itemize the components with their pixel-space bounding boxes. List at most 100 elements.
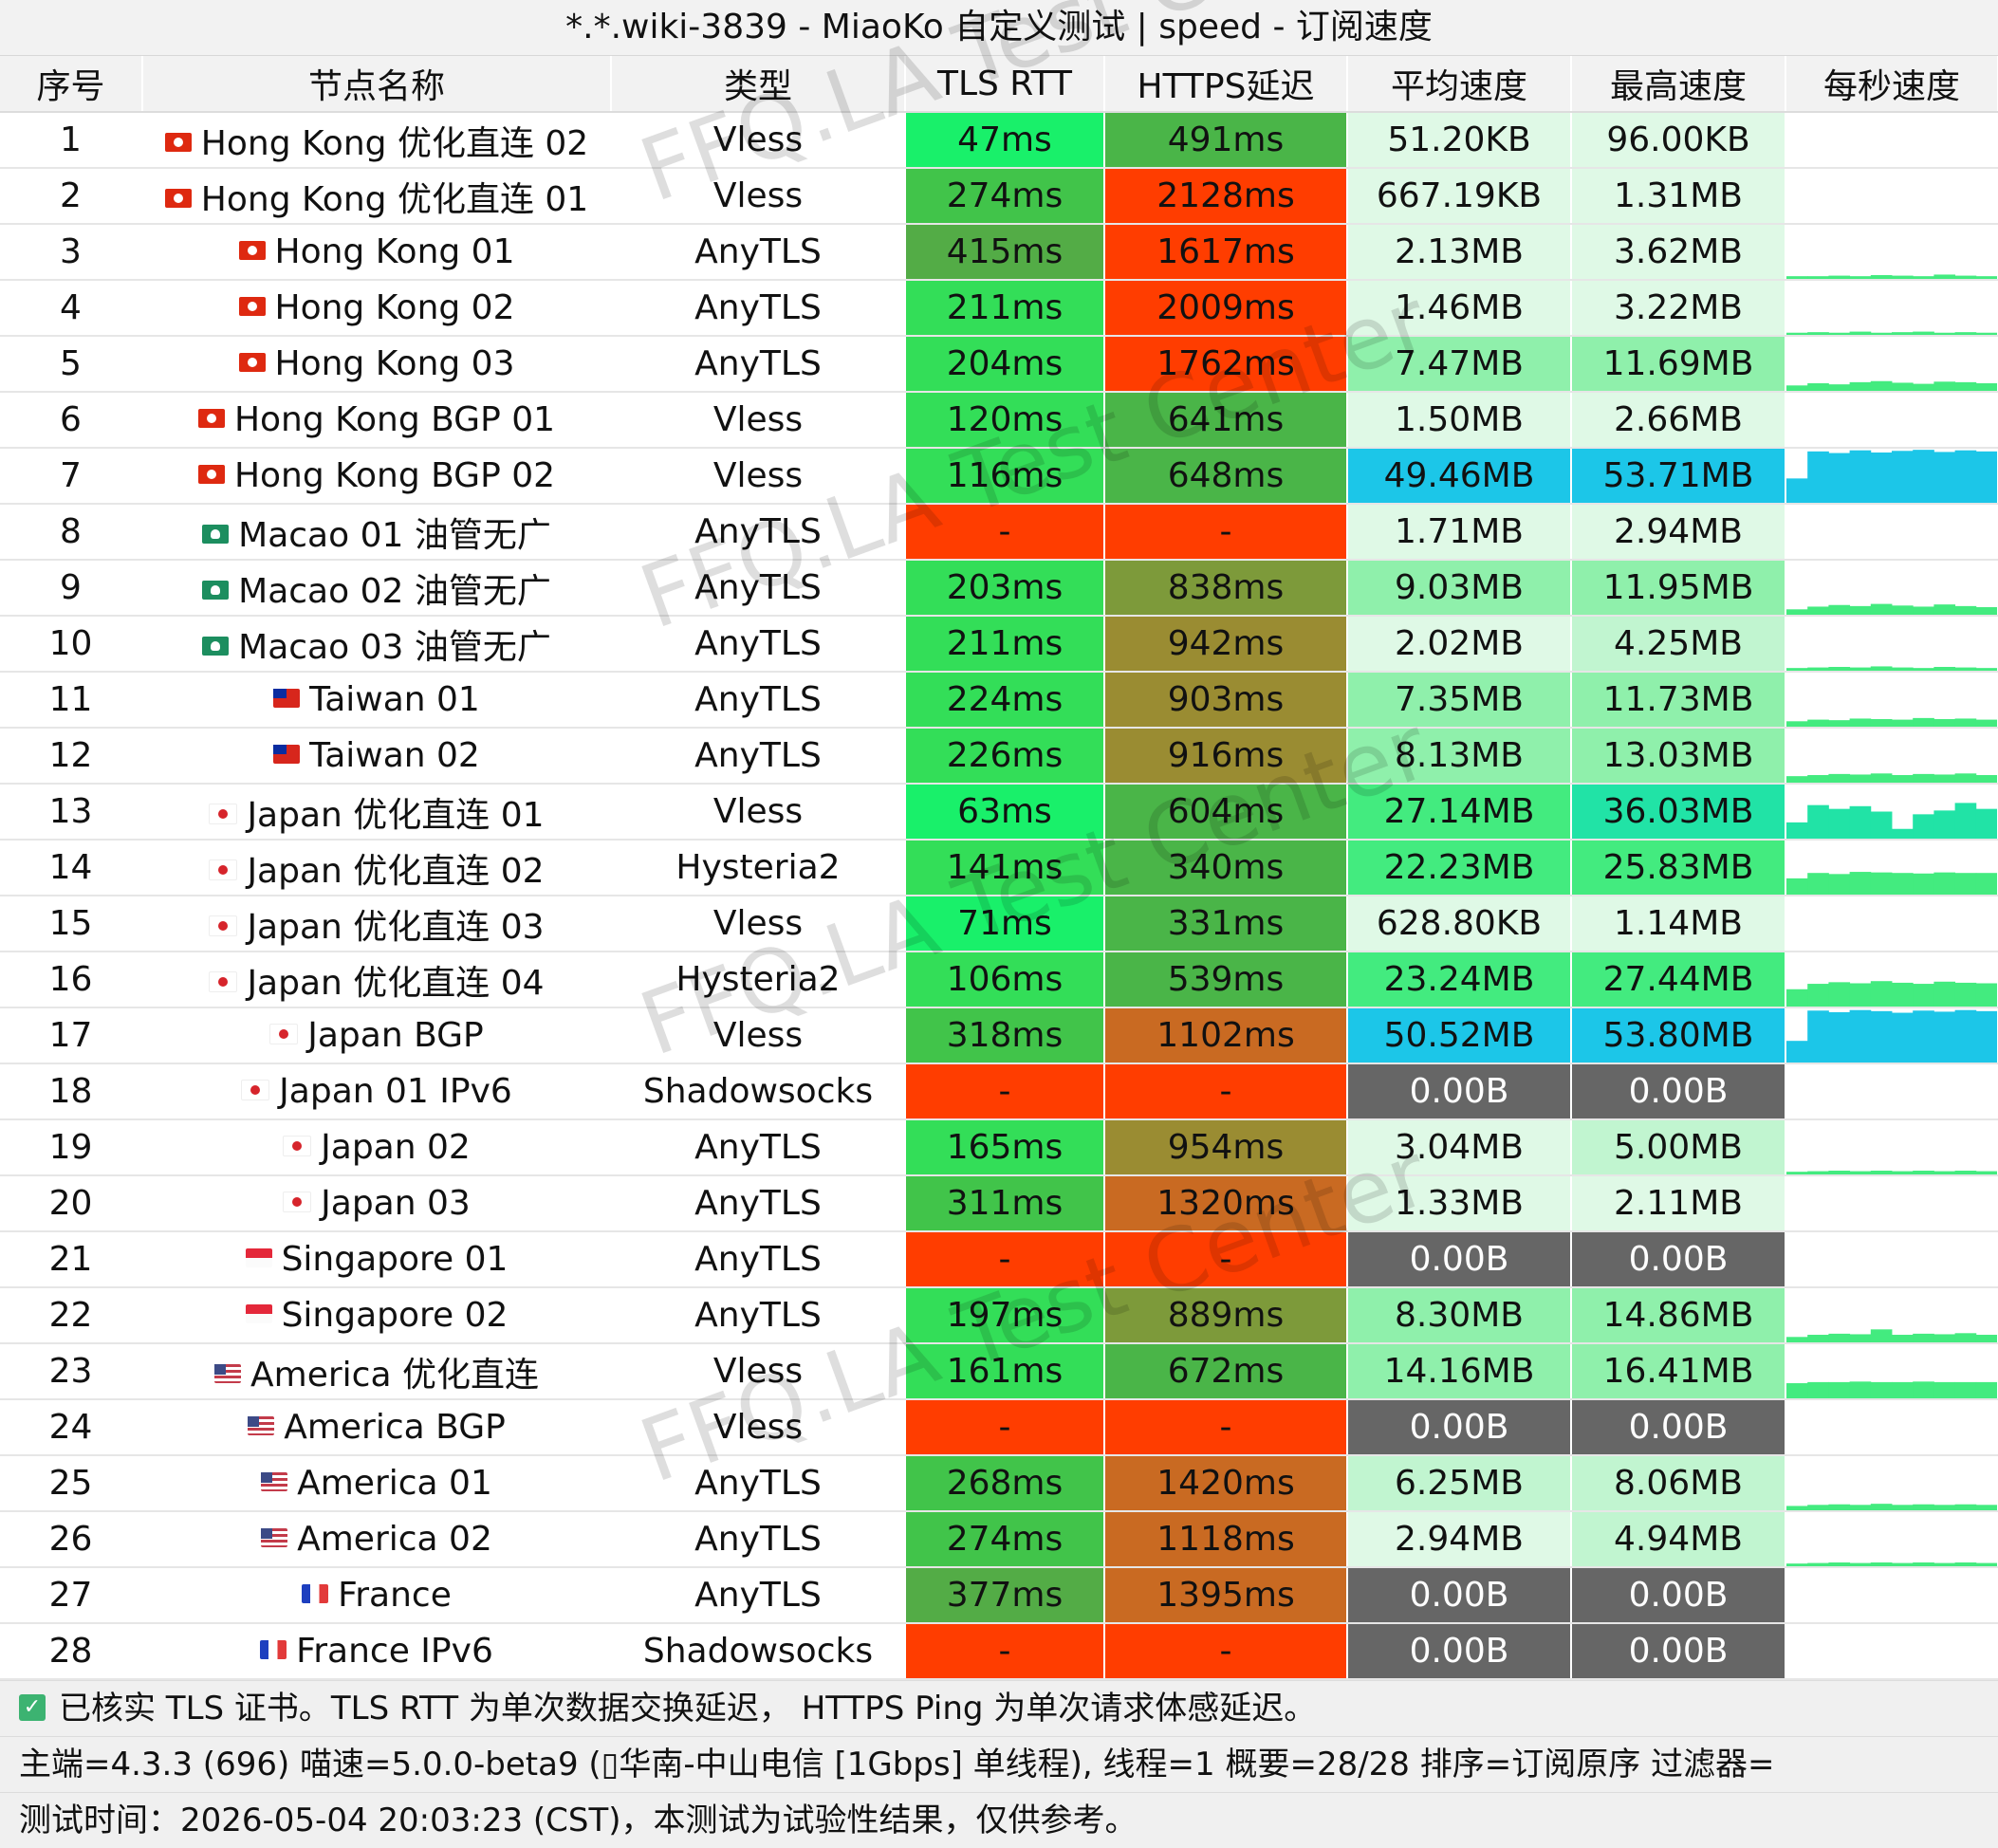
table-row[interactable]: 28 France IPv6 Shadowsocks - -0.00B 0.00B	[0, 1623, 1998, 1680]
https-latency: 954ms	[1104, 1119, 1348, 1176]
sparkline-bar	[1913, 814, 1934, 838]
node-name: Macao 03 油管无广	[238, 627, 551, 667]
sparkline-bar	[1954, 982, 1977, 1006]
sparkline-bar	[1975, 1335, 1996, 1341]
https-latency: 604ms	[1104, 784, 1348, 841]
table-row[interactable]: 24 America BGP Vless - -0.00B 0.00B	[0, 1399, 1998, 1456]
column-header-node-name[interactable]: 节点名称	[142, 56, 612, 113]
table-row[interactable]: 18 Japan 01 IPv6 Shadowsocks - -0.00B 0.00B	[0, 1063, 1998, 1120]
https-latency: 838ms	[1104, 560, 1348, 617]
sparkline-bar	[1849, 872, 1872, 894]
table-row[interactable]: 17 Japan BGP Vless 318ms 1102ms 50.52MB 53.80M…	[0, 1007, 1998, 1064]
node-name: Hong Kong 02	[274, 288, 515, 327]
table-row[interactable]: 27 France AnyTLS 377ms 1395ms 0.00B 0.00B	[0, 1567, 1998, 1624]
sparkline-bar	[1828, 1333, 1851, 1341]
node-name: Japan 优化直连 04	[247, 963, 545, 1003]
table-row[interactable]: 3 Hong Kong 01 AnyTLS 415ms 1617ms 2.13MB 3.62…	[0, 224, 1998, 281]
table-row[interactable]: 5 Hong Kong 03 AnyTLS 204ms 1762ms 7.47MB 11.6…	[0, 336, 1998, 393]
node-type: Vless	[611, 896, 906, 952]
sparkline-bar	[1954, 1333, 1977, 1341]
sparkline-bar	[1892, 719, 1914, 726]
table-row[interactable]: 9 Macao 02 油管无广 AnyTLS 203ms 838ms 9.03MB 11.9…	[0, 560, 1998, 617]
table-row[interactable]: 1 Hong Kong 优化直连 02 Vless 47ms 491ms 51.20KB 9…	[0, 112, 1998, 169]
table-row[interactable]: 23 America 优化直连 Vless 161ms 672ms 14.16MB 16.4…	[0, 1343, 1998, 1400]
table-row[interactable]: 25 America 01 AnyTLS 268ms 1420ms 6.25MB 8.06M…	[0, 1455, 1998, 1512]
column-header-type[interactable]: 类型	[611, 56, 906, 113]
mo-flag-icon	[202, 524, 230, 544]
table-row[interactable]: 21 Singapore 01 AnyTLS - -0.00B 0.00B	[0, 1231, 1998, 1288]
per-second-speed-sparkline	[1785, 1287, 1998, 1344]
sparkline-bar	[1975, 983, 1996, 1006]
sparkline-bar	[1828, 384, 1851, 390]
https-latency: 1617ms	[1104, 224, 1348, 281]
sparkline-bar	[1786, 276, 1808, 278]
sparkline-bar	[1913, 450, 1934, 502]
avg-speed: 1.46MB	[1347, 280, 1572, 337]
sparkline-bar	[1828, 808, 1851, 838]
table-row[interactable]: 19 Japan 02 AnyTLS 165ms 954ms 3.04MB 5.00MB	[0, 1119, 1998, 1176]
table-row[interactable]: 15 Japan 优化直连 03 Vless 71ms 331ms 628.80KB 1.1…	[0, 896, 1998, 952]
node-name-cell: France IPv6	[142, 1623, 612, 1680]
table-row[interactable]: 20 Japan 03 AnyTLS 311ms 1320ms 1.33MB 2.11MB	[0, 1175, 1998, 1232]
sparkline-bar	[1933, 667, 1956, 670]
node-name: Japan 03	[321, 1184, 471, 1223]
node-type: AnyTLS	[611, 280, 906, 337]
sparkline-bar	[1786, 989, 1808, 1006]
table-row[interactable]: 10 Macao 03 油管无广 AnyTLS 211ms 942ms 2.02MB 4.2…	[0, 616, 1998, 673]
max-speed: 25.83MB	[1571, 840, 1786, 896]
node-name: Hong Kong BGP 01	[233, 400, 556, 439]
results-table: 序号 节点名称 类型 TLS RTT HTTPS延迟 平均速度 最高速度 每秒速…	[0, 56, 1998, 1680]
table-row[interactable]: 13 Japan 优化直连 01 Vless 63ms 604ms 27.14MB 36.0…	[0, 784, 1998, 841]
table-row[interactable]: 14 Japan 优化直连 02 Hysteria2 141ms 340ms 22.23M…	[0, 840, 1998, 896]
sparkline-bar	[1786, 776, 1808, 782]
sparkline-bar	[1870, 1171, 1893, 1173]
sparkline-bar	[1786, 478, 1808, 502]
sparkline-bar	[1828, 332, 1851, 334]
column-header-tls-rtt[interactable]: TLS RTT	[905, 56, 1105, 113]
jp-flag-icon	[269, 1024, 299, 1044]
table-row[interactable]: 11 Taiwan 01 AnyTLS 224ms 903ms 7.35MB 11.73MB	[0, 672, 1998, 729]
node-name: America BGP	[284, 1408, 506, 1447]
sparkline-bar	[1849, 718, 1872, 726]
tls-rtt: 311ms	[905, 1175, 1105, 1232]
node-type: AnyTLS	[611, 1175, 906, 1232]
sparkline-bar	[1892, 775, 1914, 782]
sparkline	[1786, 717, 1996, 726]
table-row[interactable]: 8 Macao 01 油管无广 AnyTLS - -1.71MB 2.94MB	[0, 504, 1998, 561]
sparkline-bar	[1870, 452, 1893, 502]
sparkline	[1786, 773, 1996, 782]
jp-flag-icon	[209, 915, 238, 936]
column-header-https-latency[interactable]: HTTPS延迟	[1104, 56, 1348, 113]
https-latency: 2009ms	[1104, 280, 1348, 337]
table-row[interactable]: 7 Hong Kong BGP 02 Vless 116ms 648ms 49.46MB 5…	[0, 448, 1998, 505]
column-header-max-speed[interactable]: 最高速度	[1571, 56, 1786, 113]
node-name: Hong Kong 优化直连 02	[200, 123, 589, 163]
sparkline	[1786, 1171, 1996, 1173]
max-speed: 0.00B	[1571, 1063, 1786, 1120]
table-row[interactable]: 26 America 02 AnyTLS 274ms 1118ms 2.94MB 4.94M…	[0, 1511, 1998, 1568]
table-row[interactable]: 22 Singapore 02 AnyTLS 197ms 889ms 8.30MB 14.8…	[0, 1287, 1998, 1344]
sparkline-bar	[1913, 1381, 1934, 1397]
column-header-per-second-speed[interactable]: 每秒速度	[1785, 56, 1998, 113]
sparkline-bar	[1807, 804, 1829, 838]
sparkline-bar	[1954, 605, 1977, 614]
max-speed: 2.66MB	[1571, 392, 1786, 449]
hk-flag-icon	[164, 132, 192, 152]
sparkline-bar	[1892, 332, 1914, 334]
table-row[interactable]: 2 Hong Kong 优化直连 01 Vless 274ms 2128ms 667.19…	[0, 168, 1998, 225]
sparkline-bar	[1807, 1562, 1829, 1565]
column-header-index[interactable]: 序号	[0, 56, 143, 113]
node-type: AnyTLS	[611, 1119, 906, 1176]
table-row[interactable]: 6 Hong Kong BGP 01 Vless 120ms 641ms 1.50MB 2.…	[0, 392, 1998, 449]
avg-speed: 0.00B	[1347, 1567, 1572, 1624]
sparkline-bar	[1849, 276, 1872, 278]
table-row[interactable]: 16 Japan 优化直连 04 Hysteria2 106ms 539ms 23.24M…	[0, 952, 1998, 1008]
column-header-avg-speed[interactable]: 平均速度	[1347, 56, 1572, 113]
sparkline-bar	[1892, 873, 1914, 894]
table-row[interactable]: 12 Taiwan 02 AnyTLS 226ms 916ms 8.13MB 13.03MB	[0, 728, 1998, 785]
tls-rtt: -	[905, 504, 1105, 561]
table-row[interactable]: 4 Hong Kong 02 AnyTLS 211ms 2009ms 1.46MB 3.22…	[0, 280, 1998, 337]
mo-flag-icon	[202, 636, 230, 656]
row-index: 2	[0, 168, 143, 225]
sparkline-bar	[1933, 1334, 1956, 1341]
